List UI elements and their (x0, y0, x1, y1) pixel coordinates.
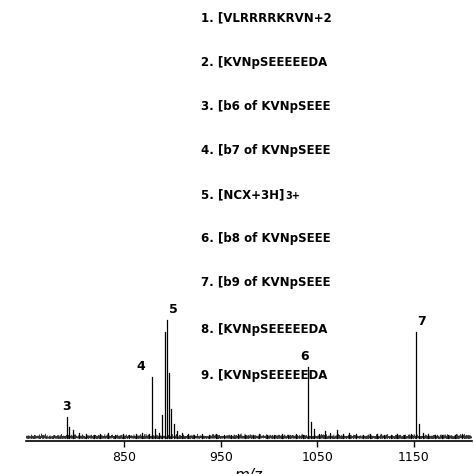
Text: 9. [KVNpSEEEEEDA: 9. [KVNpSEEEEEDA (201, 369, 328, 382)
Text: 6: 6 (301, 350, 309, 363)
Text: 5: 5 (169, 303, 178, 316)
Text: 2. [KVNpSEEEEEDA: 2. [KVNpSEEEEEDA (201, 56, 328, 69)
Text: 8. [KVNpSEEEEEDA: 8. [KVNpSEEEEEDA (201, 323, 328, 336)
Text: 7: 7 (417, 315, 426, 328)
Text: 6. [b8 of KVNpSEEE: 6. [b8 of KVNpSEEE (201, 232, 331, 245)
Text: 4. [b7 of KVNpSEEE: 4. [b7 of KVNpSEEE (201, 144, 331, 157)
Text: 4: 4 (137, 360, 146, 373)
Text: 7. [b9 of KVNpSEEE: 7. [b9 of KVNpSEEE (201, 276, 331, 289)
X-axis label: m/z: m/z (235, 468, 263, 474)
Text: 5. [NCX+3H]: 5. [NCX+3H] (201, 188, 285, 201)
Text: 3: 3 (62, 400, 71, 413)
Text: 1. [VLRRRRKRVN+2: 1. [VLRRRRKRVN+2 (201, 12, 332, 25)
Text: 3+: 3+ (286, 191, 301, 201)
Text: 3. [b6 of KVNpSEEE: 3. [b6 of KVNpSEEE (201, 100, 331, 113)
